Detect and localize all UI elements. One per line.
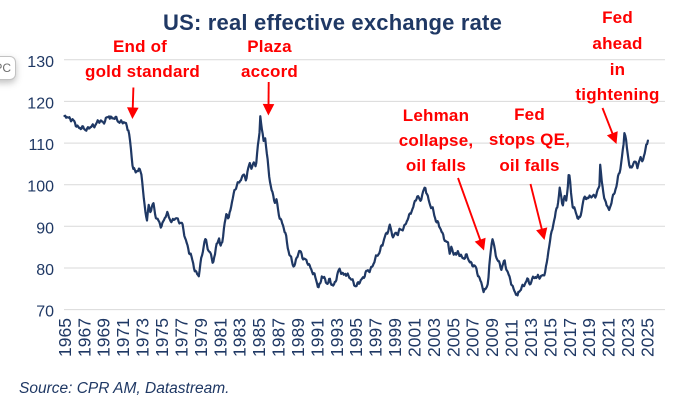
svg-text:100: 100 [27, 179, 54, 196]
svg-text:2009: 2009 [482, 318, 502, 357]
svg-text:2001: 2001 [405, 318, 425, 357]
svg-text:110: 110 [28, 137, 54, 154]
svg-text:1969: 1969 [94, 318, 114, 357]
svg-text:2025: 2025 [638, 318, 658, 357]
svg-text:2023: 2023 [618, 318, 638, 357]
svg-text:1997: 1997 [366, 318, 386, 357]
svg-text:1981: 1981 [210, 318, 230, 357]
svg-text:2021: 2021 [599, 318, 619, 357]
svg-text:1993: 1993 [327, 318, 347, 357]
svg-text:1983: 1983 [230, 318, 250, 357]
svg-text:2013: 2013 [521, 318, 541, 357]
svg-text:1987: 1987 [269, 318, 289, 357]
svg-text:2007: 2007 [463, 318, 483, 357]
svg-text:80: 80 [36, 262, 54, 279]
svg-text:130: 130 [27, 54, 54, 71]
svg-text:2015: 2015 [540, 318, 560, 357]
svg-text:1991: 1991 [307, 318, 327, 357]
svg-text:1989: 1989 [288, 318, 308, 357]
svg-text:2019: 2019 [579, 318, 599, 357]
svg-text:70: 70 [36, 304, 54, 321]
svg-text:1979: 1979 [191, 318, 211, 357]
svg-text:2017: 2017 [560, 318, 580, 357]
svg-text:1995: 1995 [346, 318, 366, 357]
svg-text:2011: 2011 [502, 319, 522, 357]
svg-text:1975: 1975 [152, 318, 172, 357]
svg-text:120: 120 [27, 95, 54, 112]
svg-text:1973: 1973 [133, 318, 153, 357]
svg-text:1985: 1985 [249, 318, 269, 357]
svg-text:1965: 1965 [55, 318, 75, 357]
svg-text:2003: 2003 [424, 318, 444, 357]
svg-text:1977: 1977 [171, 318, 191, 357]
svg-text:1971: 1971 [113, 318, 133, 357]
svg-text:1967: 1967 [74, 318, 94, 357]
svg-text:2005: 2005 [443, 318, 463, 357]
svg-text:90: 90 [36, 220, 54, 237]
svg-text:1999: 1999 [385, 318, 405, 357]
